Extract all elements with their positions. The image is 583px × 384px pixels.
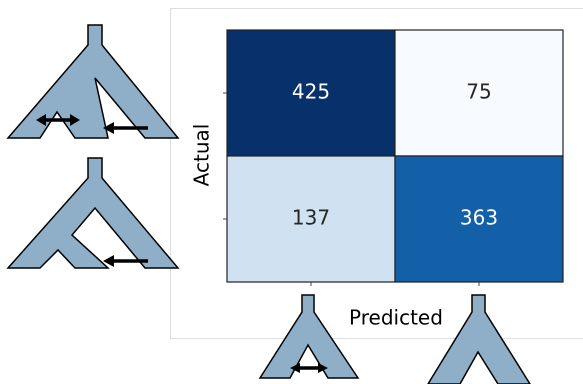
tree-icon — [6, 24, 180, 139]
x-axis-label: Predicted — [349, 306, 443, 330]
y-axis-label: Actual — [190, 124, 214, 187]
tree-icon — [6, 157, 180, 269]
cell-label: 137 — [292, 206, 330, 230]
cell-label: 363 — [460, 206, 498, 230]
heatmap-cell — [226, 29, 396, 157]
heatmap-cell — [394, 29, 564, 157]
heatmap-cell — [394, 155, 564, 283]
tree-icon — [427, 294, 531, 384]
cell-label: 425 — [292, 80, 330, 104]
tree-icon — [258, 294, 360, 379]
cell-label: 75 — [466, 80, 491, 104]
heatmap-cell — [226, 155, 396, 283]
